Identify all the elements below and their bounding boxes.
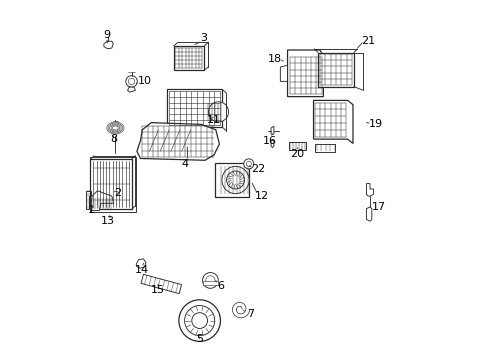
Polygon shape [90, 191, 113, 211]
Circle shape [208, 102, 228, 122]
Text: 6: 6 [217, 281, 224, 291]
Polygon shape [270, 140, 273, 148]
Bar [90, 159, 131, 210]
Text: 20: 20 [290, 149, 304, 159]
Bar [141, 274, 181, 294]
Polygon shape [104, 41, 113, 49]
Text: 19: 19 [367, 120, 382, 129]
Text: 2: 2 [113, 188, 121, 198]
Circle shape [222, 166, 249, 194]
Polygon shape [136, 259, 145, 268]
Text: 5: 5 [196, 333, 203, 343]
Text: 14: 14 [135, 265, 149, 275]
Bar [214, 163, 248, 197]
Bar [317, 53, 353, 87]
Bar [315, 144, 334, 152]
Circle shape [125, 76, 137, 87]
Bar [90, 157, 135, 212]
Text: 9: 9 [102, 30, 110, 40]
Text: 7: 7 [247, 310, 254, 319]
Text: 8: 8 [110, 134, 117, 144]
Text: 22: 22 [250, 163, 264, 174]
Text: 11: 11 [206, 115, 221, 125]
Polygon shape [270, 126, 273, 134]
Text: 13: 13 [101, 216, 114, 226]
Text: 18: 18 [267, 54, 282, 64]
Polygon shape [366, 184, 373, 196]
Polygon shape [127, 87, 135, 92]
Polygon shape [313, 100, 352, 143]
Polygon shape [280, 65, 287, 81]
Bar [173, 46, 203, 70]
Circle shape [244, 159, 253, 169]
Circle shape [202, 273, 218, 288]
Text: 12: 12 [254, 191, 268, 201]
Bar [202, 281, 218, 285]
Text: 4: 4 [182, 159, 188, 169]
Bar [288, 142, 305, 150]
Text: 3: 3 [200, 33, 206, 43]
Text: 15: 15 [150, 285, 164, 296]
Circle shape [179, 300, 220, 341]
Text: 1: 1 [87, 206, 94, 216]
Text: 10: 10 [138, 76, 151, 86]
Text: 17: 17 [371, 202, 385, 212]
Polygon shape [137, 123, 219, 160]
Text: 16: 16 [263, 136, 277, 146]
Polygon shape [366, 207, 371, 221]
Text: 21: 21 [361, 36, 374, 46]
Bar [166, 89, 222, 127]
Polygon shape [287, 50, 323, 96]
